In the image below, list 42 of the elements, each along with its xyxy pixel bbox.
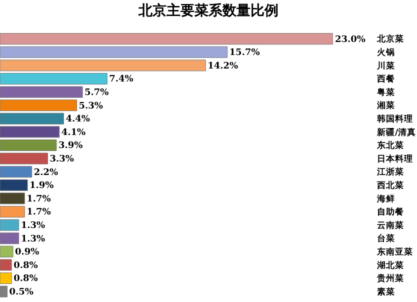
data-label: 14.2% [208,61,239,72]
y-tick-label: 湘菜 [376,100,395,112]
data-label: 5.3% [78,101,104,112]
y-tick-label: 台菜 [377,233,395,244]
y-tick-label: 湖北菜 [376,260,404,271]
data-label: 0.8% [14,274,38,284]
data-label: 7.4% [109,74,134,85]
bar [0,33,333,45]
y-tick-label: 云南菜 [377,220,404,231]
data-label: 1.7% [26,194,52,204]
data-label: 23.0% [335,34,366,45]
data-label: 0.5% [9,288,34,298]
y-tick-label: 素菜 [377,286,395,298]
y-tick-label: 江浙菜 [376,166,404,178]
data-label: 15.7% [229,48,260,58]
y-tick-label: 新疆/清真 [376,126,416,138]
data-label: 0.8% [14,260,38,271]
y-tick-label: 海鲜 [376,193,395,204]
data-label: 5.7% [84,88,110,98]
data-label: 0.9% [15,248,40,258]
y-tick-label: 东北菜 [376,140,404,152]
y-tick-label: 贵州菜 [376,273,404,284]
data-label: 1.9% [30,181,54,192]
y-tick-label: 西北菜 [376,180,404,191]
data-label: 4.4% [66,114,90,125]
data-label: 2.2% [34,168,59,178]
data-label: 1.3% [20,221,46,232]
y-tick-label: 粤菜 [376,86,395,98]
data-label: 4.1% [61,128,86,138]
data-label: 1.7% [26,208,52,218]
data-label: 1.3% [20,234,46,244]
y-tick-label: 西餐 [376,74,395,85]
y-tick-label: 自助餐 [377,206,404,218]
y-tick-label: 火锅 [377,46,395,58]
y-tick-label: 日本料理 [377,153,413,164]
y-tick-label: 东南亚菜 [376,246,413,258]
y-tick-label: 川菜 [376,60,395,72]
data-label: 3.9% [58,141,84,152]
y-tick-label: 北京菜 [376,34,404,45]
data-label: 3.3% [50,154,74,165]
chart-title: 北京主要菜系数量比例 [137,2,280,21]
y-tick-label: 韩国料理 [376,113,413,124]
